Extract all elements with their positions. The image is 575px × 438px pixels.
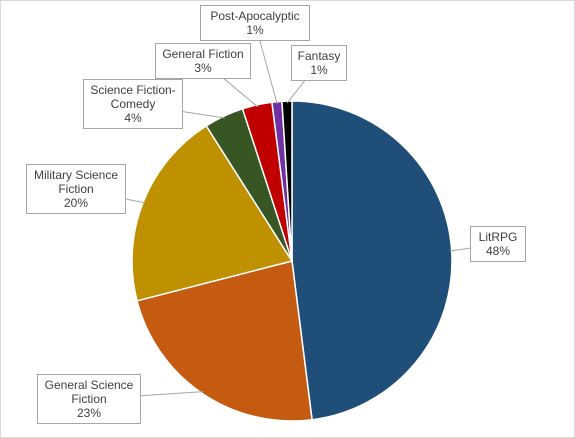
data-label: Science Fiction-Comedy 4%: [83, 79, 183, 129]
pie-slice: [291, 100, 453, 421]
value-label: 23%: [76, 406, 102, 420]
value-label: 1%: [310, 63, 328, 77]
value-label: 3%: [194, 61, 212, 75]
value-label: 48%: [485, 244, 511, 258]
category-name: General Science Fiction: [44, 378, 134, 406]
data-label: Military Science Fiction 20%: [26, 164, 126, 214]
value-label: 20%: [63, 196, 89, 210]
data-label: Post-Apocalyptic 1%: [200, 5, 310, 41]
value-label: 1%: [246, 23, 264, 37]
data-label: General Fiction 3%: [155, 43, 251, 79]
value-label: 4%: [124, 111, 142, 125]
category-name: LitRPG: [478, 230, 518, 244]
data-label: LitRPG 48%: [470, 226, 526, 262]
category-name: General Fiction: [162, 47, 244, 61]
category-name: Military Science Fiction: [33, 168, 119, 196]
data-label: General Science Fiction 23%: [37, 374, 141, 424]
data-label: Fantasy 1%: [291, 45, 347, 81]
category-name: Post-Apocalyptic: [210, 9, 300, 23]
category-name: Science Fiction-Comedy: [90, 83, 176, 111]
pie-slice: [281, 100, 293, 262]
pie-slice: [136, 260, 313, 422]
category-name: Fantasy: [297, 49, 341, 63]
